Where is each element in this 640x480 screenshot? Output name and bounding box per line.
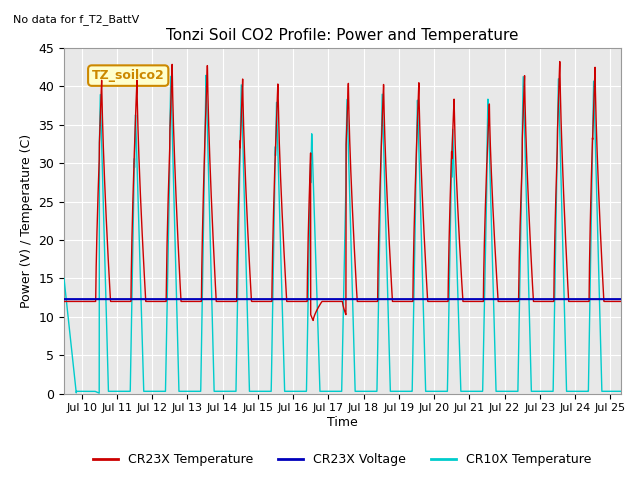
Y-axis label: Power (V) / Temperature (C): Power (V) / Temperature (C)	[20, 134, 33, 308]
Title: Tonzi Soil CO2 Profile: Power and Temperature: Tonzi Soil CO2 Profile: Power and Temper…	[166, 28, 518, 43]
X-axis label: Time: Time	[327, 416, 358, 429]
Text: No data for f_T2_BattV: No data for f_T2_BattV	[13, 14, 139, 25]
Text: TZ_soilco2: TZ_soilco2	[92, 69, 164, 82]
Legend: CR23X Temperature, CR23X Voltage, CR10X Temperature: CR23X Temperature, CR23X Voltage, CR10X …	[88, 448, 596, 471]
